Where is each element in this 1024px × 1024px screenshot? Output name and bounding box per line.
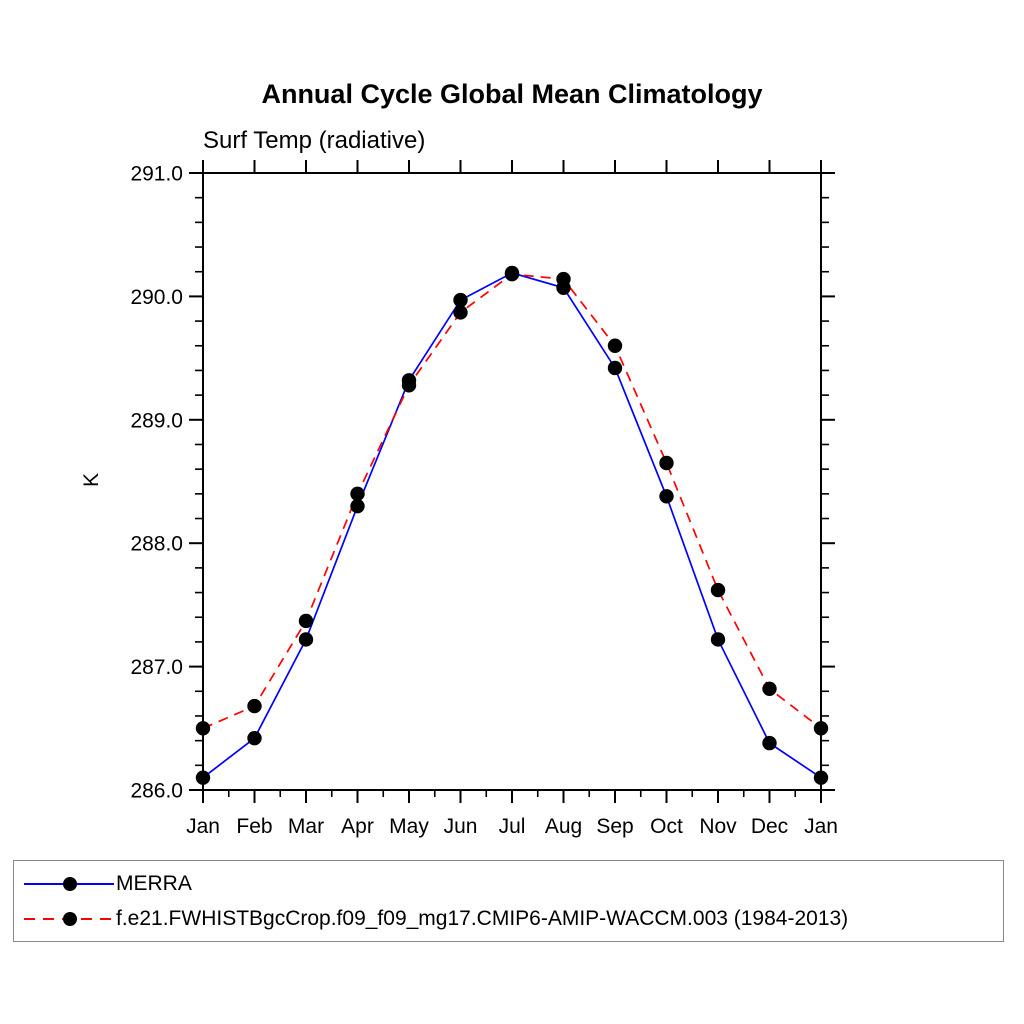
x-tick-label: Nov: [699, 815, 737, 838]
x-tick-label: Dec: [751, 815, 788, 838]
series-line-0: [202, 272, 822, 779]
data-point-series-1: [453, 305, 468, 320]
plot-frame: [202, 172, 822, 791]
data-point-series-0: [659, 489, 674, 504]
chart-subtitle: Surf Temp (radiative): [203, 127, 425, 154]
y-axis-label: K: [80, 473, 103, 487]
x-tick-label: Jul: [499, 815, 526, 838]
data-point-series-0: [195, 770, 211, 785]
plot-area: 286.0 287.0 288.0 289.0 290.0 291.0 Jan Feb Mar A…: [130, 160, 838, 838]
y-tick-label: 288.0: [130, 533, 183, 556]
legend-label-obs: MERRA: [116, 872, 192, 895]
x-tick-label: Aug: [545, 815, 582, 838]
legend: MERRA f.e21.FWHISTBgcCrop.f09_f09_mg17.C…: [13, 860, 1004, 942]
data-point-series-1: [350, 486, 365, 502]
legend-item-obs: MERRA: [24, 866, 1003, 901]
data-point-series-0: [453, 292, 468, 308]
x-tick-label: May: [389, 815, 429, 838]
data-point-series-1: [710, 582, 726, 598]
data-point-series-1: [504, 266, 520, 282]
y-tick-label: 291.0: [130, 163, 183, 186]
y-tick-label: 286.0: [130, 780, 183, 803]
data-point-series-0: [298, 632, 314, 647]
legend-item-model: f.e21.FWHISTBgcCrop.f09_f09_mg17.CMIP6-A…: [24, 901, 1003, 936]
data-point-series-1: [401, 378, 417, 393]
data-point-series-0: [247, 730, 262, 746]
x-tick-label: Apr: [341, 815, 374, 838]
x-tick-label: Jun: [444, 815, 478, 838]
data-point-series-1: [195, 721, 211, 736]
data-point-series-0: [813, 770, 829, 785]
y-tick-label: 290.0: [130, 286, 183, 309]
x-tick-label: Jan: [804, 815, 838, 838]
legend-marker-dot-icon: [63, 911, 77, 926]
legend-swatch-solid: [24, 876, 114, 891]
data-point-series-0: [350, 498, 365, 514]
data-point-series-1: [813, 721, 829, 736]
annual-cycle-chart: Annual Cycle Global Mean Climatology Sur…: [80, 79, 838, 838]
data-point-series-0: [710, 632, 726, 647]
legend-label-model: f.e21.FWHISTBgcCrop.f09_f09_mg17.CMIP6-A…: [116, 907, 849, 930]
x-tick-label: Jan: [186, 815, 220, 838]
legend-swatch-dashed: [24, 911, 114, 926]
y-tick-label: 289.0: [130, 409, 183, 432]
data-point-series-1: [556, 271, 571, 287]
data-point-series-1: [659, 455, 674, 471]
data-point-series-1: [247, 698, 262, 714]
data-point-series-1: [762, 681, 777, 697]
chart-title: Annual Cycle Global Mean Climatology: [261, 79, 762, 109]
data-point-series-1: [607, 338, 623, 353]
x-tick-label: Oct: [650, 815, 683, 838]
y-tick-label: 287.0: [130, 656, 183, 679]
data-point-series-1: [298, 613, 314, 629]
data-point-series-0: [762, 735, 777, 751]
x-tick-label: Feb: [236, 815, 272, 838]
x-tick-label: Sep: [596, 815, 633, 838]
data-point-series-0: [607, 360, 623, 376]
x-tick-label: Mar: [288, 815, 324, 838]
legend-marker-dot-icon: [63, 876, 77, 891]
